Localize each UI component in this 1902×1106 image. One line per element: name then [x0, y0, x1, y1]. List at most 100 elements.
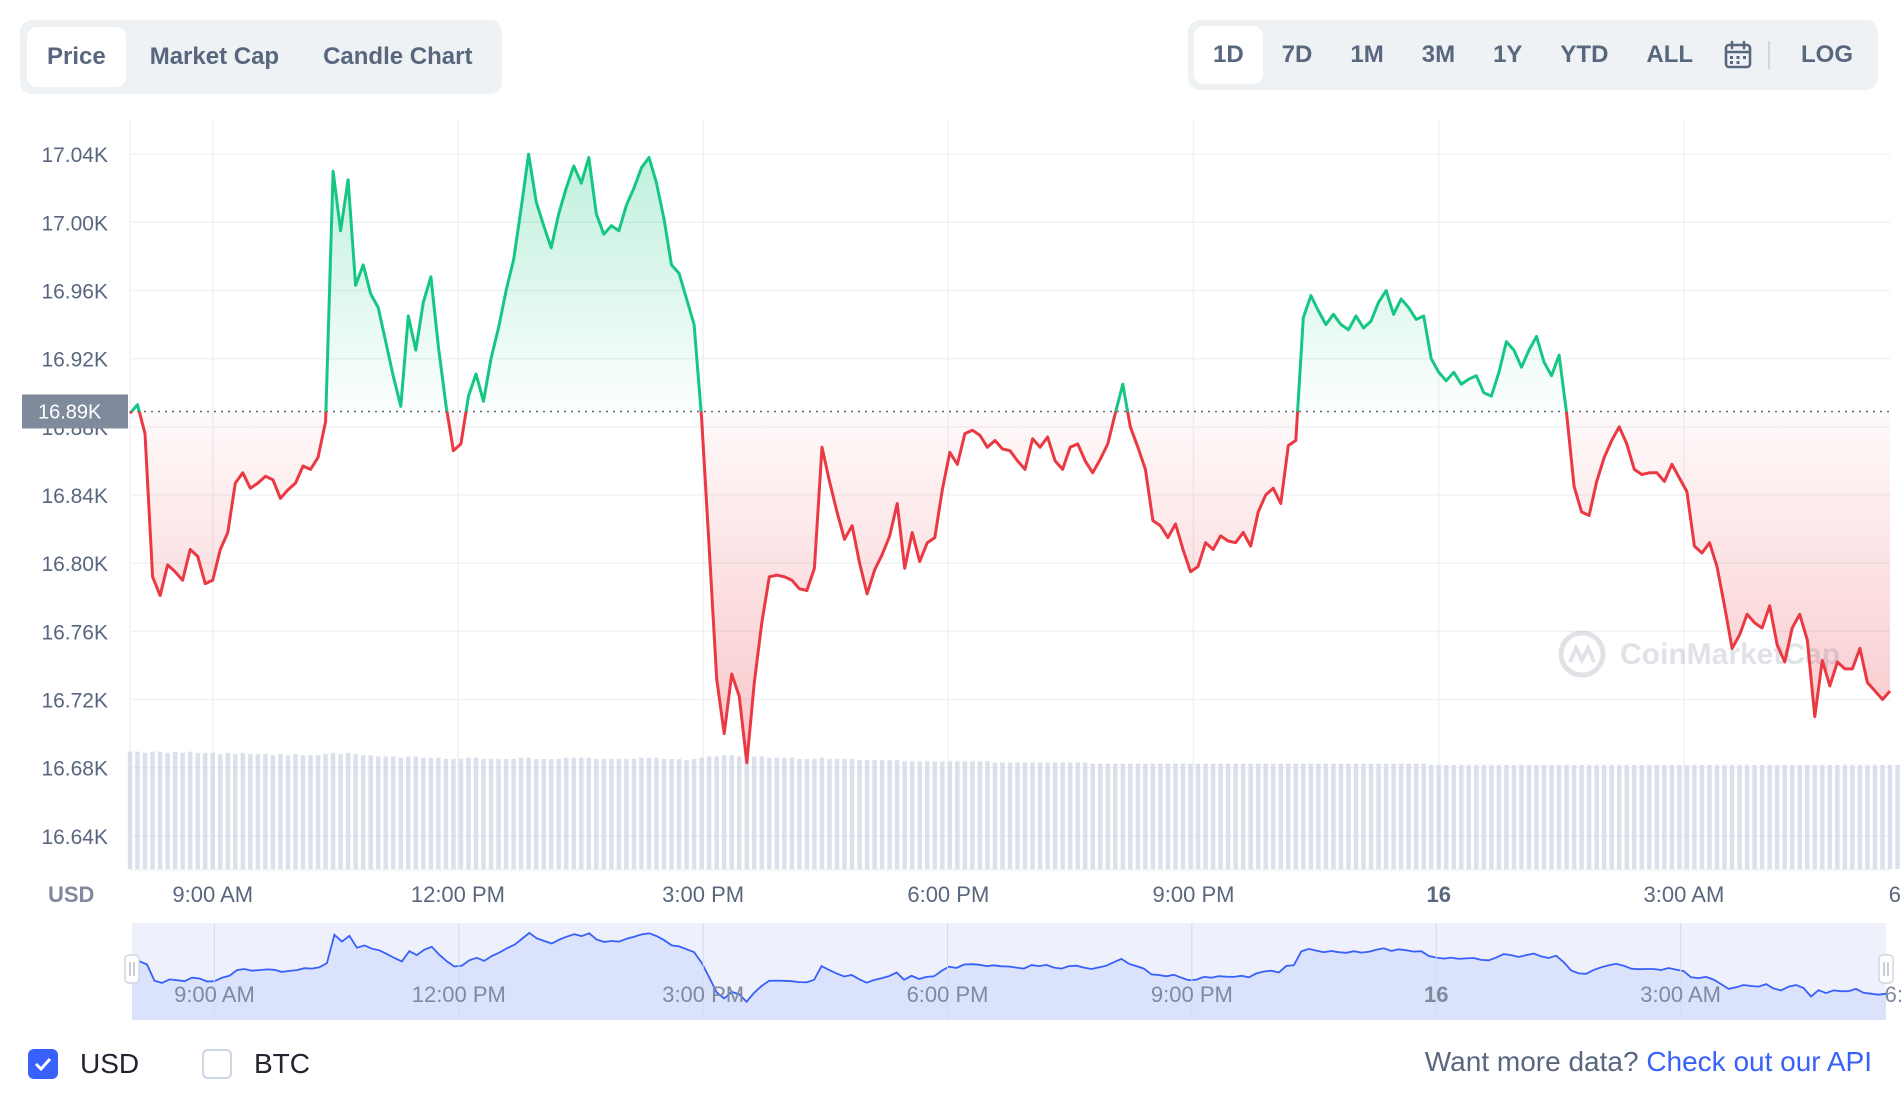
volume-bar	[1865, 764, 1870, 869]
volume-bar	[925, 761, 930, 869]
volume-bar	[1391, 763, 1396, 869]
usd-toggle[interactable]: USD	[28, 1048, 139, 1080]
volume-bar	[1895, 764, 1900, 869]
volume-bar	[1586, 764, 1592, 869]
volume-bar	[1827, 764, 1833, 869]
volume-bar	[579, 757, 584, 869]
volume-bar	[157, 751, 163, 869]
volume-bar	[202, 752, 208, 869]
tab-candle-chart[interactable]: Candle Chart	[323, 43, 473, 70]
volume-bar	[308, 755, 313, 869]
volume-bar	[233, 754, 238, 869]
svg-text:16.89K: 16.89K	[38, 401, 102, 423]
volume-bar	[451, 758, 456, 869]
volume-bar	[1316, 763, 1321, 869]
volume-bar	[1752, 764, 1757, 869]
volume-bar	[1338, 763, 1344, 869]
volume-bar	[1759, 764, 1765, 869]
volume-bar	[752, 756, 757, 869]
volume-bar	[1135, 763, 1141, 869]
volume-bar	[1293, 763, 1299, 869]
usd-checkbox[interactable]	[28, 1049, 58, 1079]
x-tick-label: 6:00 AM	[1889, 882, 1902, 907]
volume-bar	[1376, 763, 1381, 869]
time-range-selector: 1D 7D 1M 3M 1Y YTD ALL LOG	[1188, 20, 1878, 90]
range-all[interactable]: ALL	[1646, 41, 1694, 68]
volume-bar	[909, 761, 915, 869]
volume-bar	[398, 757, 404, 869]
volume-bar	[1519, 764, 1524, 869]
range-3m[interactable]: 3M	[1421, 41, 1456, 68]
current-price-badge: 16.89K	[22, 394, 128, 429]
volume-bar	[406, 756, 411, 869]
usd-label: USD	[80, 1048, 140, 1079]
volume-bar	[624, 758, 629, 869]
volume-bar	[240, 752, 246, 869]
volume-bar	[1850, 764, 1855, 869]
area-above-reference	[130, 154, 1890, 412]
volume-bar	[1052, 762, 1058, 869]
volume-bar	[1128, 763, 1133, 869]
range-1d[interactable]: 1D	[1194, 26, 1263, 84]
volume-bar	[1113, 763, 1118, 869]
navigator-tick-label: 3:00 AM	[1640, 982, 1721, 1007]
volume-bar	[127, 751, 133, 869]
volume-bar	[1421, 763, 1426, 869]
volume-bar	[1857, 764, 1863, 869]
api-link[interactable]: Check out our API	[1646, 1046, 1872, 1077]
handle-grip	[1878, 954, 1894, 984]
volume-bar	[639, 757, 644, 869]
log-scale-toggle[interactable]: LOG	[1801, 41, 1853, 68]
volume-bar	[353, 754, 358, 869]
volume-bar	[706, 756, 712, 869]
volume-bar	[1624, 764, 1629, 869]
volume-bar	[1240, 763, 1246, 869]
y-tick-label: 17.04K	[41, 144, 108, 167]
tab-price[interactable]: Price	[27, 27, 126, 87]
navigator-handle-left[interactable]	[124, 954, 140, 984]
volume-bar	[932, 761, 938, 869]
range-1m[interactable]: 1M	[1350, 41, 1384, 68]
volume-bar	[488, 758, 494, 869]
y-tick-label: 16.96K	[41, 280, 108, 303]
volume-bar	[819, 757, 825, 869]
range-1y[interactable]: 1Y	[1493, 41, 1523, 68]
volume-bar	[1180, 763, 1186, 869]
volume-bar	[1767, 764, 1772, 869]
volume-bar	[684, 760, 689, 869]
range-7d[interactable]: 7D	[1281, 41, 1313, 68]
y-tick-label: 16.84K	[41, 485, 108, 508]
range-ytd[interactable]: YTD	[1560, 41, 1609, 68]
calendar-icon[interactable]	[1712, 26, 1764, 84]
volume-bar	[1466, 764, 1472, 869]
volume-bar	[1278, 763, 1284, 869]
volume-bar	[729, 755, 734, 869]
volume-bar	[1413, 763, 1419, 869]
volume-bar	[285, 755, 291, 869]
volume-bar	[962, 761, 968, 869]
volume-bar	[391, 756, 396, 869]
volume-bar	[827, 758, 832, 869]
volume-bar	[360, 755, 366, 869]
volume-bar	[1722, 764, 1727, 869]
volume-bar	[1729, 764, 1735, 869]
tab-market-cap[interactable]: Market Cap	[149, 43, 280, 70]
volume-bar	[293, 754, 298, 869]
navigator-handle-right[interactable]	[1878, 954, 1894, 984]
volume-bar	[834, 758, 840, 869]
volume-bar	[669, 758, 674, 869]
x-tick-label: 3:00 PM	[662, 882, 744, 907]
btc-toggle[interactable]: BTC	[202, 1048, 310, 1080]
volume-bar	[1271, 763, 1276, 869]
volume-bar	[165, 752, 170, 869]
volume-bar	[872, 760, 877, 869]
volume-bar	[323, 754, 328, 869]
volume-bar	[902, 761, 907, 869]
btc-checkbox[interactable]	[202, 1049, 232, 1079]
volume-bar	[1805, 764, 1810, 869]
price-line-down	[128, 411, 1892, 765]
volume-bar	[526, 757, 531, 869]
volume-bar	[1504, 764, 1509, 869]
y-tick-label: 16.80K	[41, 553, 108, 576]
navigator-tick-label: 9:00 AM	[174, 982, 255, 1007]
